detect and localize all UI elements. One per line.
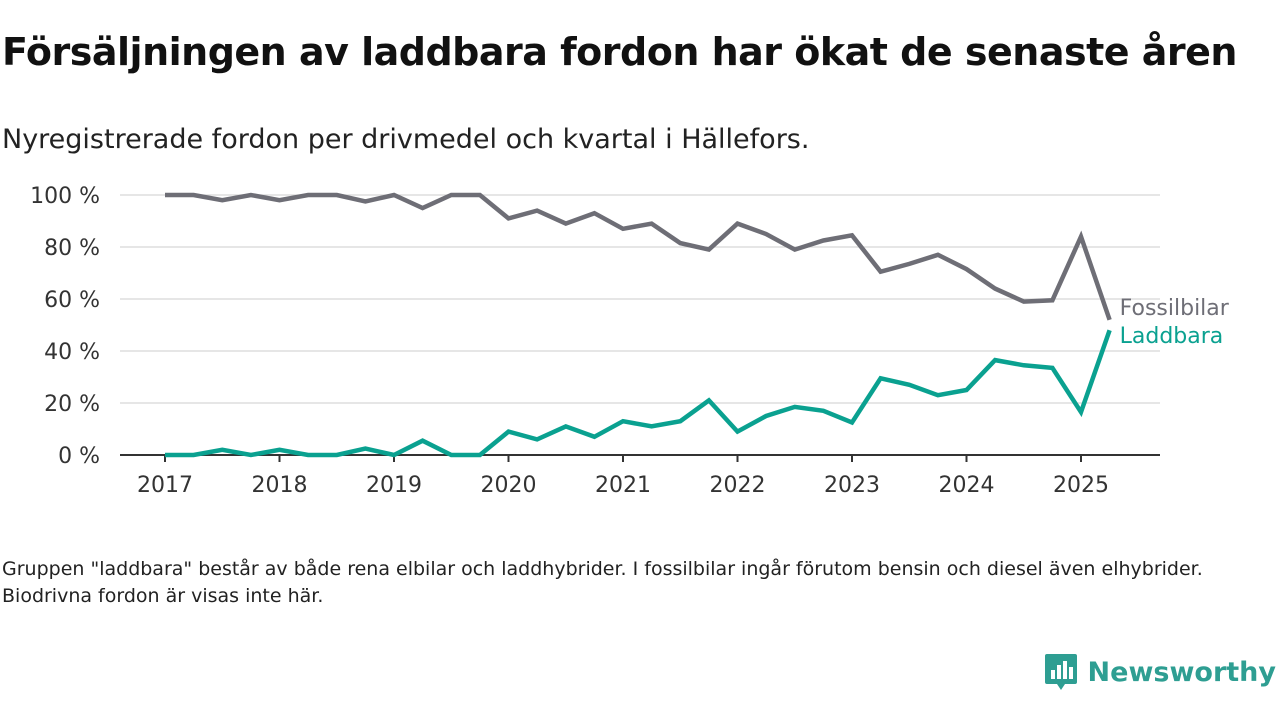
y-tick-label: 40 % [44, 340, 100, 365]
brand-logo[interactable]: Newsworthy [1044, 652, 1276, 692]
y-tick-label: 20 % [44, 392, 100, 417]
x-tick-label: 2023 [824, 473, 880, 498]
series-lines [165, 192, 1112, 458]
footnote: Gruppen "laddbara" består av både rena e… [2, 558, 1203, 607]
x-tick-label: 2022 [710, 473, 766, 498]
y-tick-label: 80 % [44, 236, 100, 261]
x-tick-label: 2025 [1053, 473, 1109, 498]
chart-subtitle: Nyregistrerade fordon per drivmedel och … [2, 124, 810, 155]
x-tick-label: 2021 [595, 473, 651, 498]
x-tick-label: 2018 [252, 473, 308, 498]
series-label-fossilbilar: Fossilbilar [1120, 296, 1230, 321]
chart-title: Försäljningen av laddbara fordon har öka… [2, 30, 1237, 74]
y-tick-label: 100 % [30, 184, 100, 209]
series-label-laddbara: Laddbara [1120, 324, 1224, 349]
y-tick-label: 0 % [58, 444, 100, 469]
series-labels: Fossilbilar Laddbara [1120, 296, 1230, 349]
x-tick-label: 2019 [366, 473, 422, 498]
x-tick-label: 2017 [137, 473, 193, 498]
brand-name: Newsworthy [1087, 656, 1276, 688]
x-tick-label: 2024 [939, 473, 995, 498]
series-line-laddbara [165, 329, 1112, 458]
series-line-fossilbilar [165, 192, 1112, 321]
grid-lines [120, 194, 1160, 404]
x-tick-label: 2020 [481, 473, 537, 498]
line-chart: 0 % 20 % 40 % 60 % 80 % 100 % 2017 2018 2019 2020… [30, 184, 1230, 498]
axes: 0 % 20 % 40 % 60 % 80 % 100 % 2017 2018 2019 2020… [30, 184, 1160, 498]
newsworthy-logo-icon [1044, 654, 1077, 690]
y-tick-label: 60 % [44, 288, 100, 313]
